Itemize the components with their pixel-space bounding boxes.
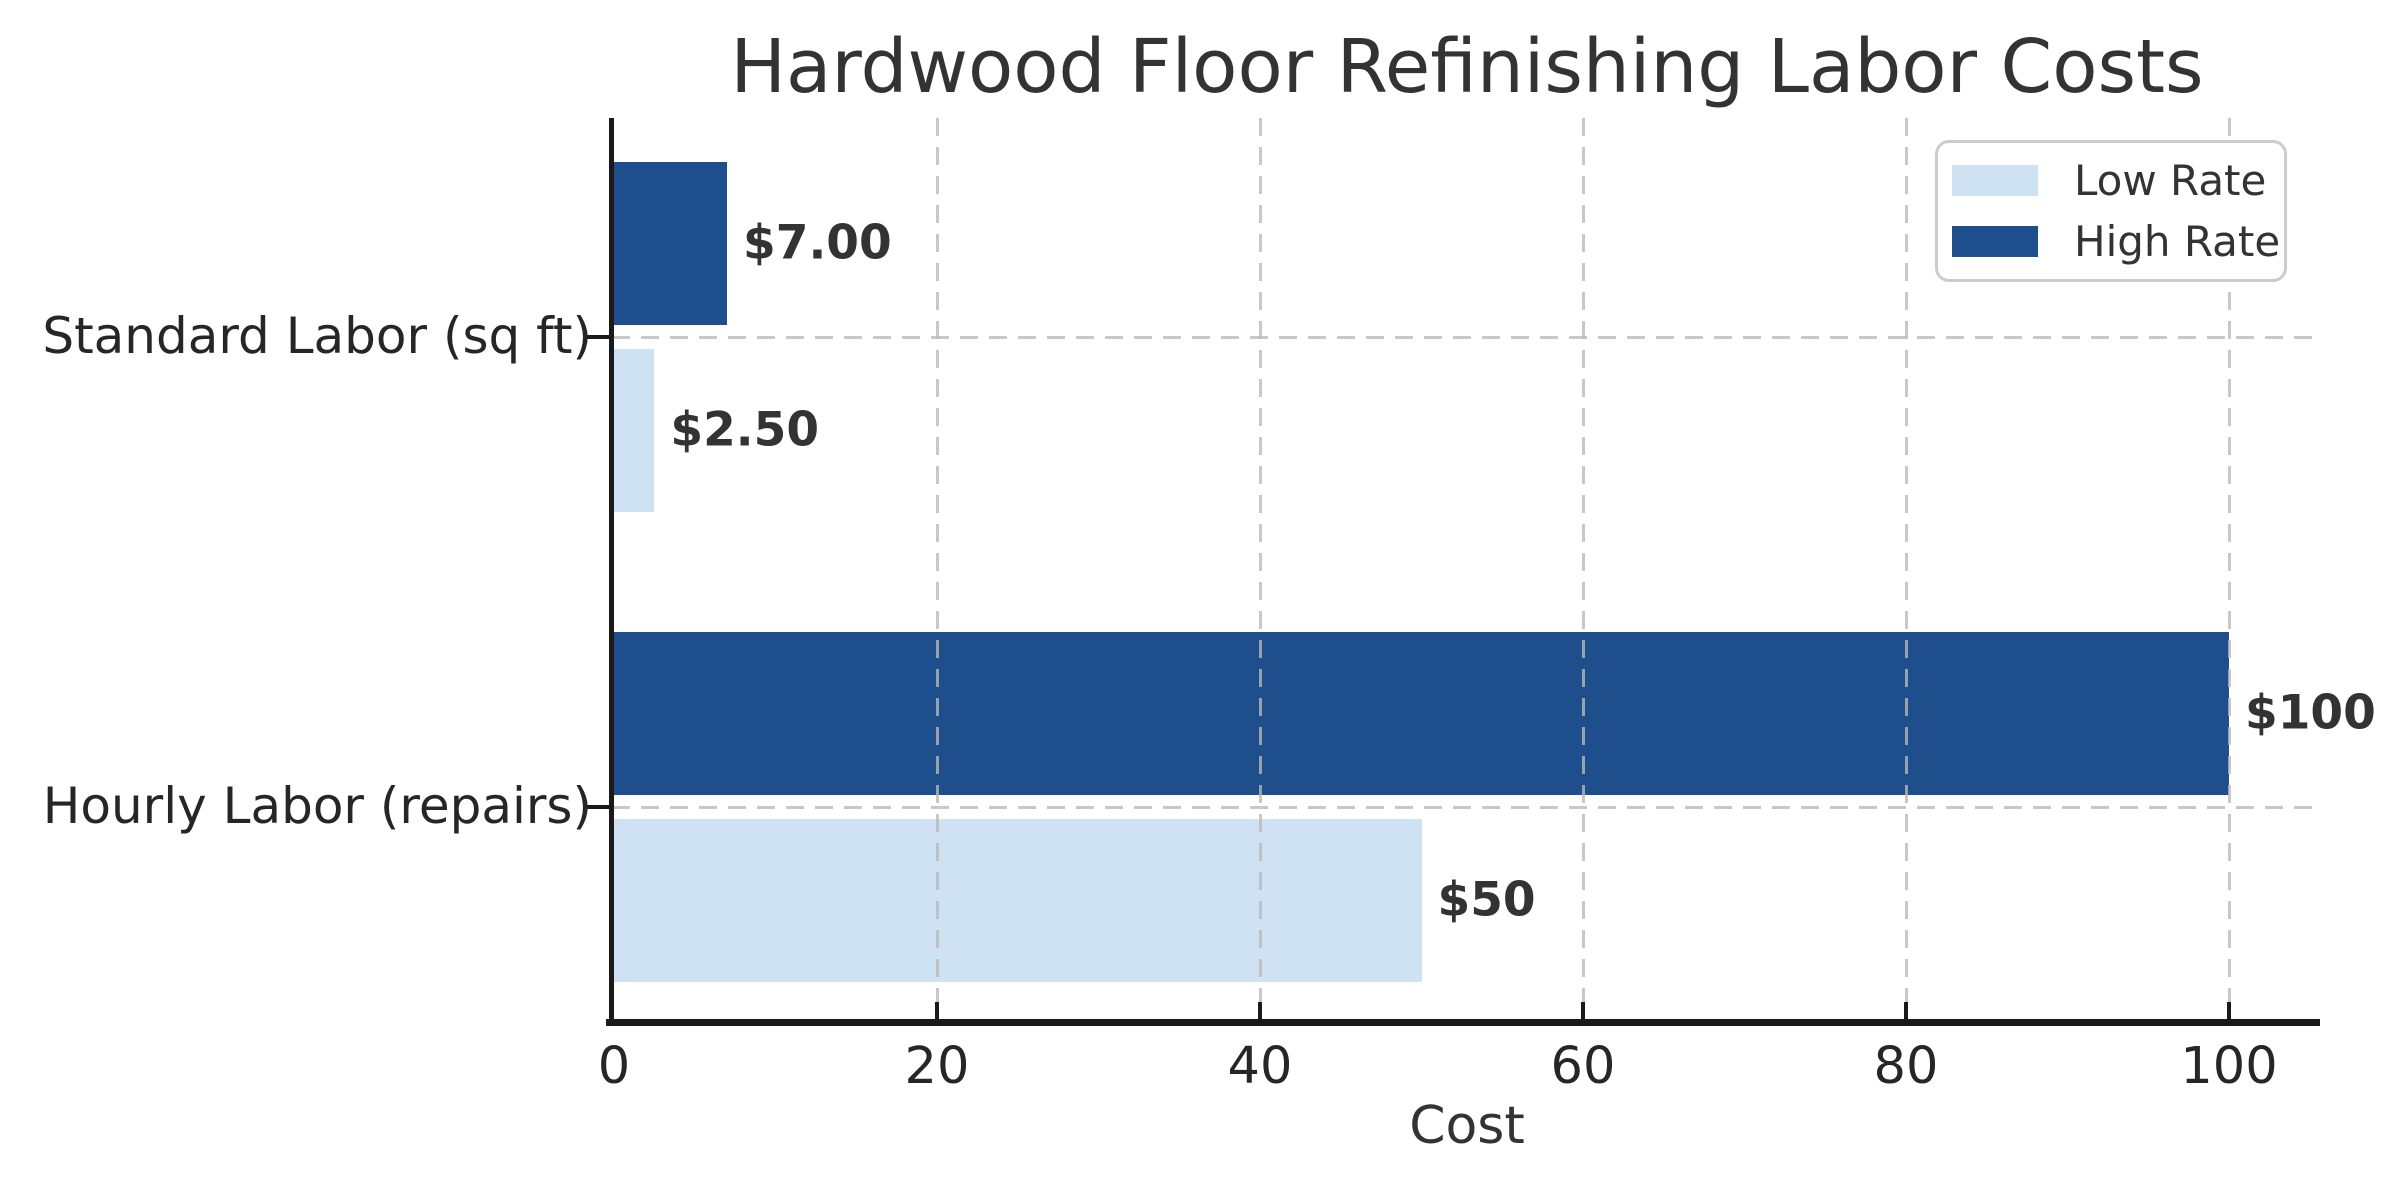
legend-swatch-high-rate (1952, 226, 2038, 258)
value-label-low-rate-1: $50 (1437, 871, 1536, 927)
x-axis-spine (606, 1019, 2320, 1026)
x-tick-mark-20 (935, 1002, 939, 1019)
x-tick-label-60: 60 (1550, 1037, 1616, 1096)
x-tick-label-20: 20 (904, 1037, 970, 1096)
legend-label-high-rate: High Rate (2074, 217, 2281, 267)
value-label-low-rate-0: $2.50 (670, 401, 820, 457)
x-axis-label: Cost (1409, 1096, 1525, 1156)
y-tick-mark-0 (584, 335, 614, 339)
legend-entry-low-rate: Low Rate (1952, 156, 2284, 205)
x-tick-label-0: 0 (597, 1037, 631, 1096)
legend-entry-high-rate: High Rate (1952, 217, 2284, 266)
value-label-high-rate-0: $7.00 (743, 214, 892, 270)
x-tick-label-100: 100 (2180, 1037, 2278, 1096)
category-label-0: Standard Labor (sq ft) (42, 306, 592, 365)
x-tick-label-80: 80 (1873, 1037, 1939, 1096)
bar-high-rate-0 (614, 162, 728, 325)
v-gridline-20 (935, 118, 939, 1019)
v-gridline-100 (2227, 118, 2231, 1019)
v-gridline-60 (1581, 118, 1585, 1019)
bar-low-rate-0 (614, 349, 655, 512)
x-tick-mark-80 (1904, 1002, 1908, 1019)
x-tick-mark-40 (1258, 1002, 1262, 1019)
v-gridline-40 (1258, 118, 1262, 1019)
bar-high-rate-1 (614, 632, 2229, 795)
legend-swatch-low-rate (1952, 164, 2038, 196)
legend-label-low-rate: Low Rate (2074, 155, 2267, 205)
h-gridline-category-1 (612, 805, 2320, 809)
h-gridline-category-0 (612, 335, 2320, 339)
legend: Low Rate High Rate (1935, 140, 2287, 282)
y-tick-mark-1 (584, 805, 614, 809)
y-axis-spine (609, 118, 614, 1026)
x-tick-mark-100 (2227, 1002, 2231, 1019)
chart-title: Hardwood Floor Refinishing Labor Costs (730, 24, 2204, 110)
v-gridline-80 (1904, 118, 1908, 1019)
bar-low-rate-1 (614, 819, 1422, 982)
value-label-high-rate-1: $100 (2245, 684, 2376, 740)
category-label-1: Hourly Labor (repairs) (42, 776, 592, 835)
x-tick-mark-60 (1581, 1002, 1585, 1019)
x-tick-label-40: 40 (1227, 1037, 1293, 1096)
